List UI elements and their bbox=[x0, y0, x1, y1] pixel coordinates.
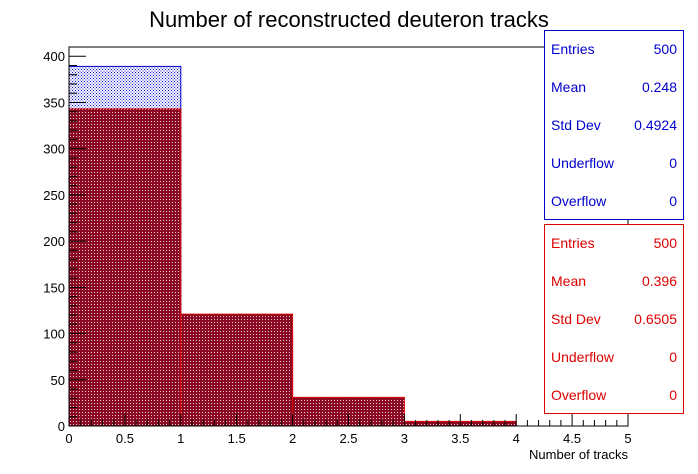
x-tick-label: 5 bbox=[624, 431, 631, 446]
stats-label: Mean bbox=[551, 79, 587, 95]
stats-value: 500 bbox=[653, 235, 677, 251]
stats-row-stddev: Std Dev 0.4924 bbox=[551, 115, 677, 135]
stats-row-stddev: Std Dev 0.6505 bbox=[551, 309, 677, 329]
x-tick-label: 3 bbox=[401, 431, 408, 446]
y-tick-label: 300 bbox=[43, 142, 65, 157]
y-tick-label: 150 bbox=[43, 280, 65, 295]
bar-series1-bin0 bbox=[68, 108, 182, 427]
stats-label: Std Dev bbox=[551, 311, 601, 327]
stats-row-overflow: Overflow 0 bbox=[551, 385, 677, 405]
stats-row-underflow: Underflow 0 bbox=[551, 347, 677, 367]
y-tick-label: 50 bbox=[51, 373, 65, 388]
stats-value: 0 bbox=[669, 349, 677, 365]
x-tick-label: 4.5 bbox=[563, 431, 581, 446]
bar-series1-bin1 bbox=[180, 313, 294, 427]
x-axis: 0 0.5 1 1.5 2 2.5 3 3.5 4 4.5 5 bbox=[65, 414, 632, 446]
y-tick-label: 350 bbox=[43, 95, 65, 110]
x-tick-label: 0 bbox=[65, 431, 72, 446]
stats-value: 0.248 bbox=[641, 79, 677, 95]
stats-box-blue: Entries 500 Mean 0.248 Std Dev 0.4924 Un… bbox=[544, 30, 684, 220]
stats-value: 0 bbox=[669, 387, 677, 403]
y-tick-label: 250 bbox=[43, 188, 65, 203]
stats-row-overflow: Overflow 0 bbox=[551, 191, 677, 211]
stats-value: 0.396 bbox=[641, 273, 677, 289]
stats-row-entries: Entries 500 bbox=[551, 233, 677, 253]
x-tick-label: 2.5 bbox=[339, 431, 357, 446]
stats-row-mean: Mean 0.248 bbox=[551, 77, 677, 97]
x-tick-label: 0.5 bbox=[116, 431, 134, 446]
chart-title: Number of reconstructed deuteron tracks bbox=[149, 7, 549, 32]
stats-label: Entries bbox=[551, 41, 595, 57]
y-tick-label: 400 bbox=[43, 49, 65, 64]
x-tick-label: 2 bbox=[289, 431, 296, 446]
stats-value: 0.4924 bbox=[634, 117, 677, 133]
y-tick-label: 200 bbox=[43, 234, 65, 249]
y-tick-label: 0 bbox=[58, 419, 65, 434]
stats-value: 500 bbox=[653, 41, 677, 57]
series-red-bars bbox=[68, 108, 517, 427]
y-tick-label: 100 bbox=[43, 327, 65, 342]
stats-label: Underflow bbox=[551, 349, 615, 365]
stats-label: Entries bbox=[551, 235, 595, 251]
stats-box-red: Entries 500 Mean 0.396 Std Dev 0.6505 Un… bbox=[544, 224, 684, 414]
stats-label: Underflow bbox=[551, 155, 615, 171]
stats-row-mean: Mean 0.396 bbox=[551, 271, 677, 291]
stats-value: 0 bbox=[669, 155, 677, 171]
stats-label: Mean bbox=[551, 273, 587, 289]
x-tick-label: 3.5 bbox=[451, 431, 469, 446]
stats-label: Overflow bbox=[551, 193, 607, 209]
stats-label: Overflow bbox=[551, 387, 607, 403]
stats-row-underflow: Underflow 0 bbox=[551, 153, 677, 173]
stats-value: 0 bbox=[669, 193, 677, 209]
x-axis-title: Number of tracks bbox=[529, 447, 628, 462]
stats-value: 0.6505 bbox=[634, 311, 677, 327]
x-tick-label: 4 bbox=[513, 431, 520, 446]
x-tick-label: 1.5 bbox=[228, 431, 246, 446]
stats-label: Std Dev bbox=[551, 117, 601, 133]
stats-row-entries: Entries 500 bbox=[551, 39, 677, 59]
x-tick-label: 1 bbox=[177, 431, 184, 446]
y-axis: 0 50 100 150 200 250 300 350 400 bbox=[43, 46, 86, 434]
